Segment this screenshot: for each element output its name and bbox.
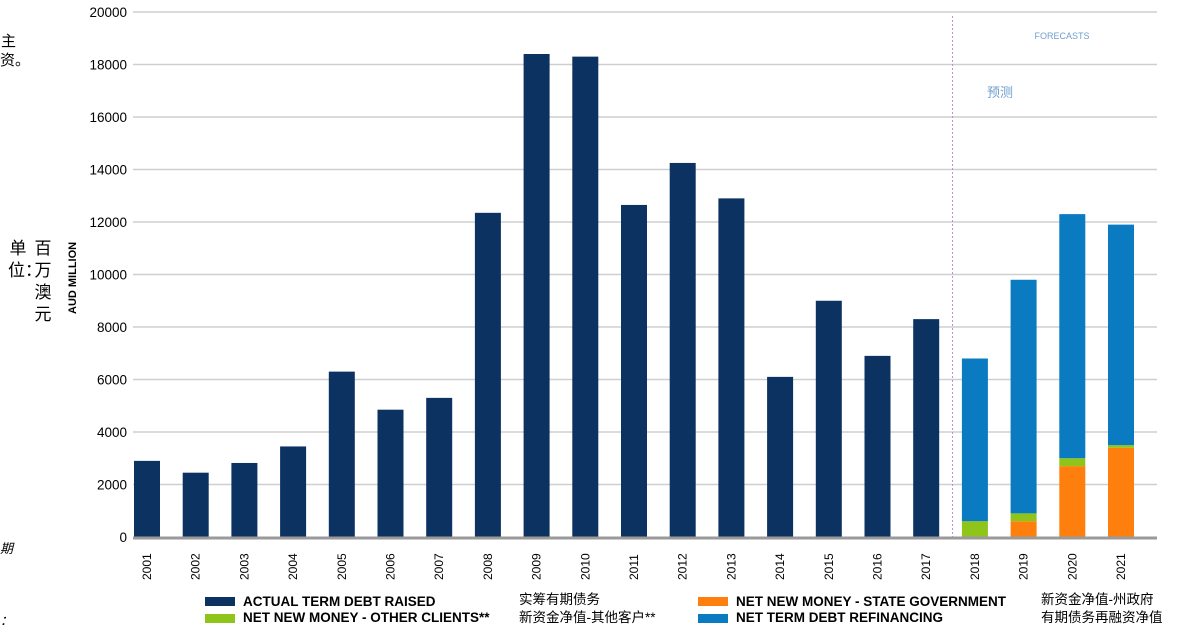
y-tick-label: 12000 — [89, 215, 127, 230]
legend-label-other-clients-cn: 新资金净值-其他客户** — [519, 610, 656, 625]
x-tick-label: 2013 — [724, 553, 738, 580]
y-tick-label: 14000 — [89, 163, 127, 178]
bar-segment — [1010, 521, 1037, 537]
bar-segment — [864, 355, 891, 537]
y-tick-label: 8000 — [97, 320, 127, 335]
legend-swatch-state-government — [698, 597, 728, 606]
bar-segment — [961, 358, 988, 522]
bar-segment — [1108, 224, 1134, 446]
bar-segment — [1059, 458, 1086, 467]
forecast-label-en: FORECASTS — [1034, 31, 1089, 41]
bar-segment — [815, 300, 842, 537]
x-tick-label: 2019 — [1017, 553, 1031, 580]
x-tick-label: 2017 — [919, 553, 933, 580]
bar-segment — [1059, 466, 1086, 537]
x-tick-label: 2021 — [1114, 553, 1128, 580]
bar-segment — [280, 446, 307, 537]
legend-label-state-government-cn: 新资金净值-州政府 — [1041, 592, 1154, 607]
x-tick-label: 2014 — [773, 553, 787, 580]
bar-segment — [767, 376, 794, 537]
x-tick-label: 2005 — [335, 553, 349, 580]
x-tick-label: 2011 — [627, 554, 641, 580]
forecast-label-cn: 预测 — [987, 86, 1013, 101]
bar-segment — [523, 54, 550, 537]
y-tick-label: 20000 — [89, 5, 127, 20]
y-tick-label: 16000 — [89, 110, 127, 125]
bar-segment — [718, 198, 745, 537]
bar-segment — [134, 460, 160, 537]
bar-segment — [669, 162, 696, 537]
bar-segment — [182, 472, 209, 537]
cropped-text-fragment: ： — [0, 614, 14, 629]
y-tick-label: 4000 — [97, 425, 127, 440]
legend-label-state-government: NET NEW MONEY - STATE GOVERNMENT — [736, 594, 1007, 609]
bars — [134, 54, 1134, 537]
x-tick-label: 2003 — [237, 553, 251, 580]
bar-segment — [1010, 513, 1037, 522]
bar-segment — [377, 409, 404, 537]
legend-swatch-actual — [205, 597, 235, 606]
x-tick-label: 2002 — [189, 553, 203, 580]
legend-swatch-other-clients — [205, 614, 235, 623]
x-tick-label: 2020 — [1065, 553, 1079, 580]
bar-segment — [328, 371, 355, 537]
bar-segment — [1059, 214, 1086, 459]
x-tick-label: 2006 — [384, 553, 398, 580]
x-axis-tick-labels: 2001 2002 2003 2004 2005 2006 2007 2008 2009 2010… — [140, 553, 1128, 580]
legend-label-other-clients: NET NEW MONEY - OTHER CLIENTS** — [243, 610, 490, 625]
legend-label-refinancing-cn: 有期债务再融资净值 — [1041, 610, 1163, 625]
x-tick-label: 2001 — [140, 553, 154, 580]
x-tick-label: 2009 — [530, 553, 544, 580]
x-tick-label: 2015 — [822, 553, 836, 580]
y-tick-label: 18000 — [89, 58, 127, 73]
bar-segment — [1108, 447, 1134, 537]
bar-segment — [621, 204, 647, 537]
unit-label-cn-million-aud: 百万澳元 — [34, 239, 52, 325]
bar-segment — [474, 212, 501, 537]
x-tick-label: 2010 — [578, 553, 592, 580]
y-tick-label: 6000 — [97, 373, 127, 388]
y-tick-label: 0 — [119, 530, 127, 545]
x-tick-label: 2016 — [871, 553, 885, 580]
legend-label-actual-cn: 实筹有期债务 — [519, 592, 600, 607]
bar-segment — [231, 462, 258, 537]
bar-segment — [961, 521, 988, 537]
x-tick-label: 2012 — [676, 553, 690, 580]
x-tick-label: 2018 — [968, 553, 982, 580]
bar-segment — [426, 397, 453, 537]
y-axis-label: AUD MILLION — [67, 242, 79, 314]
x-tick-label: 2007 — [432, 553, 446, 580]
y-axis-tick-labels: 0 2000 4000 6000 8000 10000 12000 14000 16000 180… — [89, 5, 127, 545]
bar-segment — [1108, 445, 1134, 448]
x-tick-label: 2004 — [286, 553, 300, 580]
cropped-text-fragment: 期 — [0, 542, 14, 557]
legend-label-refinancing: NET TERM DEBT REFINANCING — [736, 610, 943, 625]
bar-segment — [1010, 279, 1037, 514]
bar-segment — [572, 56, 599, 537]
y-tick-label: 2000 — [97, 478, 127, 493]
x-tick-label: 2008 — [481, 553, 495, 580]
bar-segment — [913, 319, 940, 537]
legend-swatch-refinancing — [698, 614, 728, 623]
legend-label-actual: ACTUAL TERM DEBT RAISED — [243, 594, 436, 609]
y-tick-label: 10000 — [89, 268, 127, 283]
